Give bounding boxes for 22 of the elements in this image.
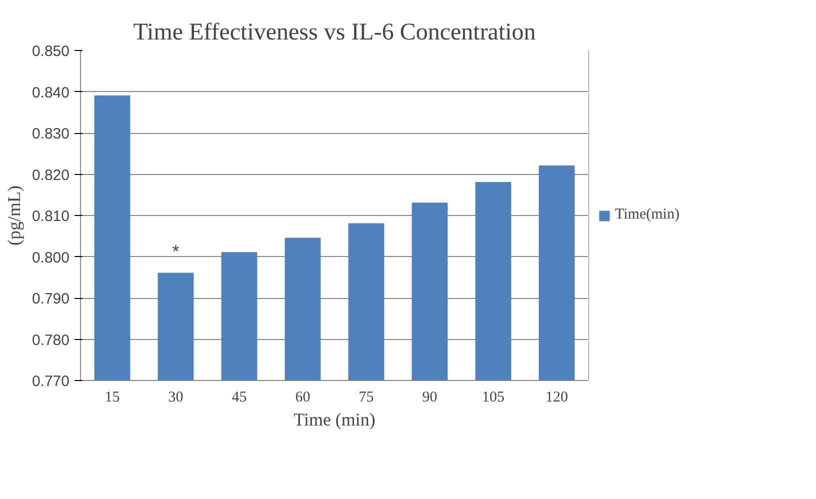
x-tick-label: 30 [168, 390, 184, 406]
x-axis-title: Time (min) [294, 410, 376, 430]
annotation: * [172, 241, 180, 262]
x-tick-label: 45 [232, 390, 247, 406]
y-tick-label: 0.830 [32, 126, 70, 142]
y-tick-label: 0.780 [32, 332, 70, 349]
x-tick-label: 75 [358, 390, 374, 406]
x-tick-label: 60 [295, 390, 310, 406]
y-tick-label: 0.840 [32, 84, 70, 102]
x-tick-label: 120 [546, 390, 568, 406]
y-axis-title: (pg/mL) [4, 185, 24, 246]
legend-label: Time(min) [615, 206, 680, 224]
chart-title: Time Effectiveness vs IL-6 Concentration [133, 20, 536, 46]
y-tick-label: 0.850 [32, 43, 70, 60]
y-tick-label: 0.770 [32, 373, 70, 390]
y-tick-label: 0.810 [32, 208, 70, 225]
x-tick-label: 15 [104, 390, 120, 406]
y-tick-label: 0.800 [32, 249, 70, 266]
x-tick-label: 105 [482, 390, 504, 406]
x-tick-label: 90 [422, 390, 438, 406]
y-tick-label: 0.820 [32, 166, 70, 184]
y-tick-label: 0.790 [32, 290, 70, 308]
